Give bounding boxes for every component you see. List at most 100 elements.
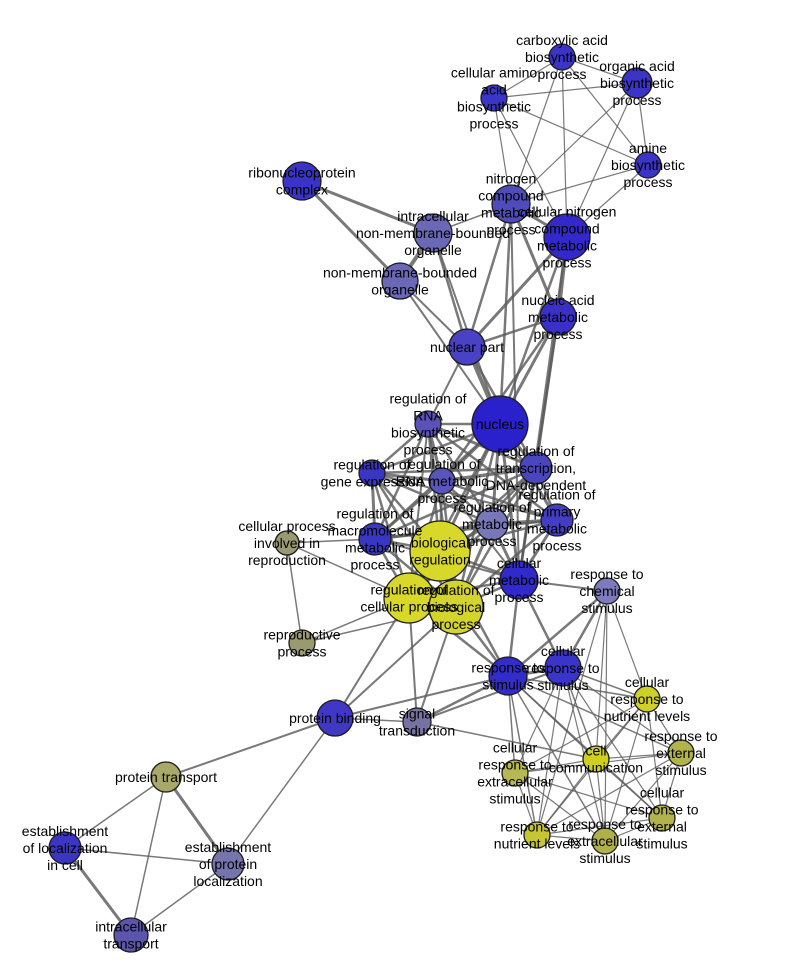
edge-est-loc-cell--intra-transport[interactable] <box>63 846 133 937</box>
node-resp-nutrient[interactable] <box>523 821 551 849</box>
node-cell-met[interactable] <box>499 560 539 600</box>
node-reg-macromol[interactable] <box>358 522 392 556</box>
node-cell-resp-extracell[interactable] <box>501 759 529 787</box>
edge-carbox--nitrogen[interactable] <box>510 56 563 205</box>
node-est-loc-cell[interactable] <box>48 831 82 865</box>
edge-cell-resp-stim--resp-nutrient[interactable] <box>536 667 564 836</box>
node-carbox[interactable] <box>548 43 576 71</box>
edge-cell-resp-stim--cell-resp-external[interactable] <box>562 667 663 819</box>
node-nmbo[interactable] <box>381 262 419 300</box>
edge-resp-chem--cell-resp-nutrient[interactable] <box>606 590 648 700</box>
edge-resp-external--cell-comm[interactable] <box>595 752 682 760</box>
edge-est-loc-cell--est-prot-loc[interactable] <box>64 847 229 865</box>
edge-nitrogen--nucleus[interactable] <box>498 202 513 426</box>
edge-cell-comm--resp-nutrient[interactable] <box>536 758 597 836</box>
node-cell-resp-stim[interactable] <box>544 649 582 687</box>
node-nuclearpart[interactable] <box>448 328 486 366</box>
edge-protein-binding--est-prot-loc[interactable] <box>227 717 336 865</box>
edge-cell-comm--resp-extracell[interactable] <box>595 758 606 842</box>
node-reg-rna-bio[interactable] <box>414 410 442 438</box>
node-reg-bio-proc[interactable] <box>428 579 484 635</box>
node-signal-trans[interactable] <box>402 707 432 737</box>
edge-organic--nitrogen[interactable] <box>510 82 638 205</box>
edge-cell-resp-nutrient--cell-resp-external[interactable] <box>646 698 663 819</box>
edge-intra-transport--est-prot-loc[interactable] <box>130 863 229 936</box>
node-reproductive[interactable] <box>288 629 316 657</box>
edge-cell-resp-stim--cell-resp-extracell[interactable] <box>514 667 564 774</box>
node-resp-chem[interactable] <box>593 577 621 605</box>
edge-nucleic--nitrogen[interactable] <box>509 202 560 319</box>
node-resp-external[interactable] <box>667 739 695 767</box>
node-cpir[interactable] <box>274 530 300 556</box>
node-cell-comm[interactable] <box>582 745 610 773</box>
node-est-prot-loc[interactable] <box>211 847 245 881</box>
edge-reg-rna-bio--reg-primary[interactable] <box>426 422 559 522</box>
edge-reg-primary--reg-macromol[interactable] <box>373 518 559 541</box>
edge-cell-resp-extracell--resp-extracell[interactable] <box>514 772 606 842</box>
edge-protein-transport--est-loc-cell[interactable] <box>64 776 167 849</box>
edge-organic--amino[interactable] <box>493 82 638 99</box>
node-nitrogen[interactable] <box>491 184 531 224</box>
edge-cell-resp-external--resp-nutrient[interactable] <box>536 817 663 836</box>
edge-amino--cellnitrogen[interactable] <box>493 97 568 238</box>
node-nucleic[interactable] <box>539 298 577 336</box>
edge-protein-binding--protein-transport[interactable] <box>165 717 336 778</box>
edge-resp-stim--resp-extracell[interactable] <box>507 675 606 842</box>
edge-carbox--amine[interactable] <box>561 56 649 166</box>
edge-reg-transcription--reg-macromol[interactable] <box>373 466 538 541</box>
edge-reg-rna-bio--reg-met[interactable] <box>426 422 494 526</box>
node-cell-resp-external[interactable] <box>648 804 676 832</box>
edge-nuclearpart--cellnitrogen[interactable] <box>465 235 569 349</box>
edge-nuclearpart--nitrogen[interactable] <box>465 202 513 349</box>
edge-cpir--reproductive[interactable] <box>286 542 303 644</box>
node-amine[interactable] <box>634 151 662 179</box>
edge-cellnitrogen--nucleus[interactable] <box>498 235 569 426</box>
node-intra-transport[interactable] <box>113 917 149 953</box>
node-bio-reg[interactable] <box>409 520 471 582</box>
edge-reg-gene-exp--reg-met[interactable] <box>370 471 494 526</box>
edge-cell-resp-stim--signal-trans[interactable] <box>416 667 564 723</box>
edge-reg-transcription--reg-gene-exp[interactable] <box>370 466 538 475</box>
edge-ribo--nmbo[interactable] <box>300 179 402 283</box>
edge-amino--amine[interactable] <box>493 97 649 166</box>
node-reg-primary[interactable] <box>540 503 574 537</box>
edge-reg-gene-exp--reg-primary[interactable] <box>371 472 558 521</box>
edge-cell-resp-extracell--cell-resp-external[interactable] <box>514 772 663 819</box>
node-cell-resp-nutrient[interactable] <box>633 685 661 713</box>
edge-signal-trans--cell-comm[interactable] <box>416 721 597 760</box>
node-protein-binding[interactable] <box>316 699 354 737</box>
node-reg-rna-met[interactable] <box>428 467 456 495</box>
node-amino[interactable] <box>480 84 508 112</box>
edge-resp-chem--cell-comm[interactable] <box>595 590 608 760</box>
node-resp-stim[interactable] <box>488 656 528 696</box>
node-protein-transport[interactable] <box>150 761 182 793</box>
edge-cell-resp-stim--resp-external[interactable] <box>562 667 682 754</box>
edge-cell-resp-nutrient--resp-extracell[interactable] <box>604 698 648 842</box>
node-intra-nmbo[interactable] <box>413 213 453 253</box>
edge-resp-stim--resp-external[interactable] <box>507 675 682 754</box>
edge-cell-comm--cell-resp-extracell[interactable] <box>514 758 597 774</box>
edge-cell-resp-nutrient--cell-resp-extracell[interactable] <box>514 698 648 774</box>
edge-resp-chem--resp-stim[interactable] <box>506 589 609 678</box>
node-reg-gene-exp[interactable] <box>358 459 386 487</box>
edge-resp-stim--protein-binding[interactable] <box>334 675 509 719</box>
node-resp-extracell[interactable] <box>591 827 619 855</box>
edge-cell-comm--cell-resp-external[interactable] <box>595 758 663 819</box>
edge-resp-chem--resp-extracell[interactable] <box>604 590 608 842</box>
edge-resp-external--resp-extracell[interactable] <box>604 752 682 842</box>
node-ribo[interactable] <box>282 161 322 201</box>
edge-organic--cellnitrogen[interactable] <box>566 82 638 238</box>
node-organic[interactable] <box>621 67 653 99</box>
edge-ribo--intra-nmbo[interactable] <box>300 179 435 235</box>
edge-reg-rna-met--reg-primary[interactable] <box>440 479 559 522</box>
node-reg-transcription[interactable] <box>519 451 553 485</box>
edge-carbox--cellnitrogen[interactable] <box>561 56 568 238</box>
edge-nitrogen--cell-met[interactable] <box>510 203 520 581</box>
edge-amine--nitrogen[interactable] <box>510 164 649 205</box>
node-cellnitrogen[interactable] <box>543 213 591 261</box>
node-nucleus[interactable] <box>471 395 529 453</box>
edge-protein-transport--est-prot-loc[interactable] <box>164 775 230 866</box>
edge-resp-chem--resp-nutrient[interactable] <box>536 590 608 836</box>
node-reg-cell-proc[interactable] <box>383 572 435 624</box>
